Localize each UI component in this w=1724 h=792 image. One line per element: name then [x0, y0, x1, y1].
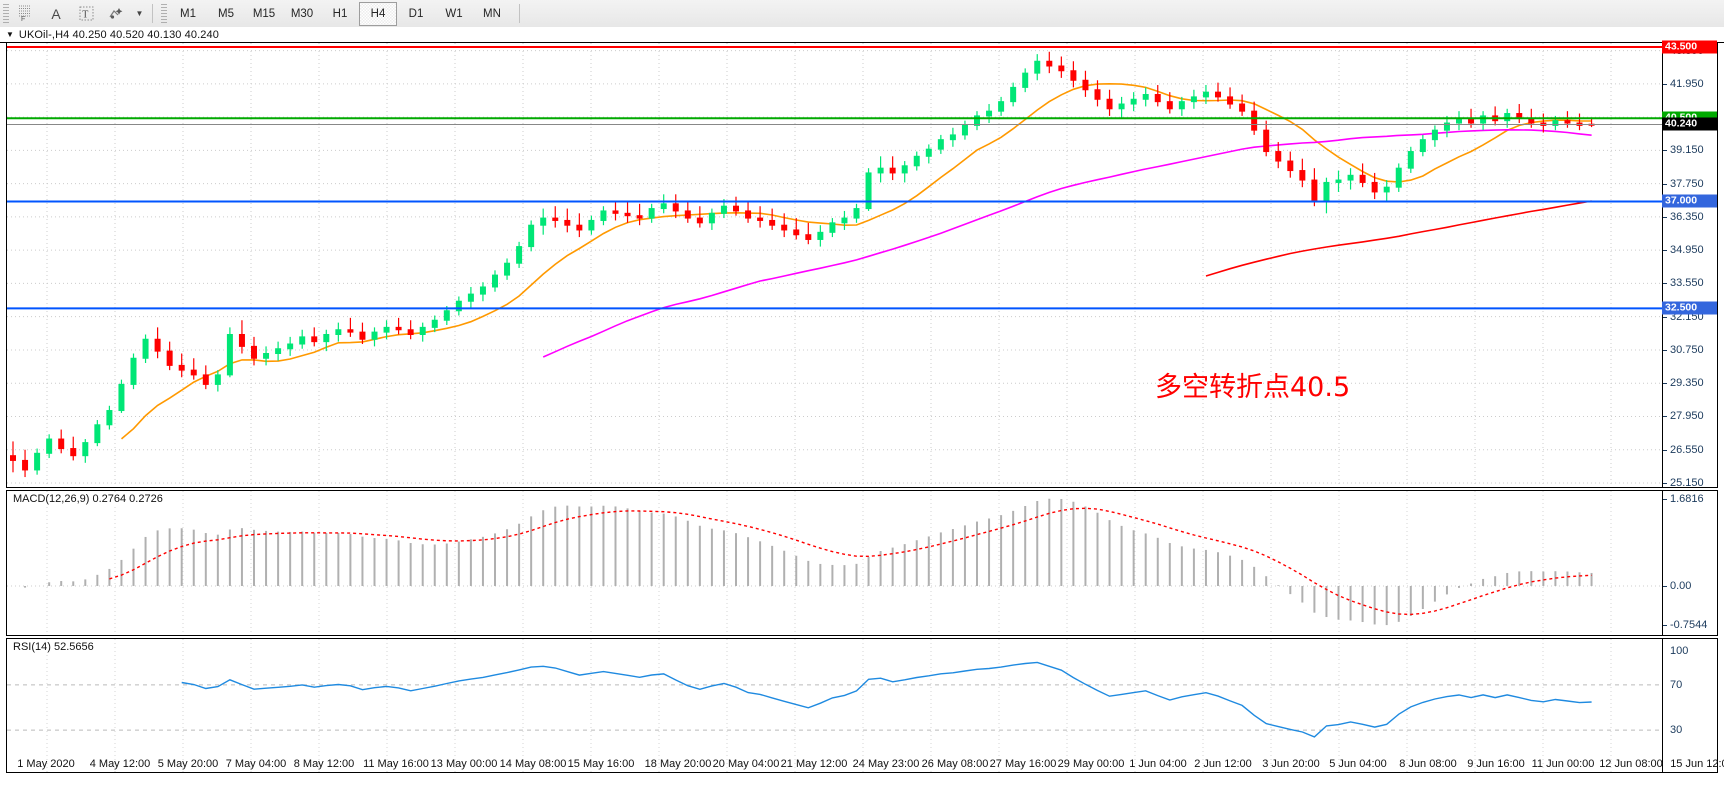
level-43500[interactable]: 43.500: [1662, 40, 1717, 54]
level-32500[interactable]: 32.500: [1662, 301, 1717, 315]
time-axis-label: 18 May 20:00: [644, 758, 712, 770]
time-axis-label: 20 May 04:00: [712, 758, 780, 770]
level-37000[interactable]: 37.000: [1662, 194, 1717, 208]
tf-m1[interactable]: M1: [180, 7, 196, 20]
rsi-tick: 70: [1670, 678, 1683, 691]
macd-pane[interactable]: MACD(12,26,9) 0.2764 0.2726 1.6816 0.00 -0…: [6, 490, 1718, 636]
price-tick: 39.150: [1663, 144, 1704, 156]
time-axis-label: 1 Jun 04:00: [1129, 758, 1187, 770]
price-tick: 36.350: [1663, 211, 1704, 223]
drawing-objects-icon[interactable]: [101, 1, 131, 26]
rsi-pane[interactable]: RSI(14) 52.5656 100 70 30: [6, 638, 1718, 773]
rsi-scale[interactable]: 100 70 30: [1662, 639, 1717, 772]
time-axis-label: 24 May 23:00: [852, 758, 920, 770]
tf-m15[interactable]: M15: [252, 7, 276, 20]
level-40240-bid[interactable]: 40.240: [1662, 117, 1717, 131]
time-axis-label: 4 May 12:00: [89, 758, 151, 770]
svg-text:T: T: [82, 10, 88, 21]
chart-annotation-text: 多空转折点40.5: [1155, 372, 1351, 403]
price-tick: 33.550: [1663, 277, 1704, 289]
rsi-tick: 30: [1670, 724, 1683, 737]
tf-h4[interactable]: H4: [359, 1, 397, 26]
time-axis-label: 2 Jun 12:00: [1194, 758, 1252, 770]
price-tick: 25.150: [1663, 477, 1704, 489]
tf-h1[interactable]: H1: [332, 7, 348, 20]
time-axis-label: 15 Jun 12:00: [1670, 758, 1724, 770]
time-axis-label: 13 May 00:00: [430, 758, 498, 770]
crosshair-f-icon[interactable]: F: [11, 1, 41, 26]
toolbar-divider: [152, 4, 153, 23]
time-axis-label: 7 May 04:00: [225, 758, 287, 770]
rsi-plot-area[interactable]: [7, 639, 1662, 772]
chevron-down-icon: ▼: [135, 9, 144, 18]
time-axis-label: 11 Jun 00:00: [1531, 758, 1595, 770]
toolbar-divider-end: [519, 4, 520, 23]
time-axis-label: 1 May 2020: [17, 758, 75, 770]
price-pane[interactable]: 多空转折点40.5 43.35041.95040.55039.15037.750…: [6, 40, 1718, 489]
price-tick: 34.950: [1663, 244, 1704, 256]
main-toolbar: F A T ▼ M1 M5 M15 M30 H1 H4 D1 W: [0, 0, 1724, 28]
time-axis-label: 9 Jun 16:00: [1467, 758, 1525, 770]
macd-tick: 1.6816: [1663, 493, 1704, 505]
price-chart-svg: [7, 43, 1662, 487]
time-axis-label: 21 May 12:00: [780, 758, 848, 770]
time-axis-label: 3 Jun 20:00: [1262, 758, 1320, 770]
time-axis-label: 27 May 16:00: [989, 758, 1057, 770]
time-axis-label: 14 May 08:00: [499, 758, 567, 770]
price-plot-area[interactable]: 多空转折点40.5: [7, 43, 1662, 487]
time-axis-label: 29 May 00:00: [1057, 758, 1125, 770]
symbol-info-bar: ▼ UKOil-,H4 40.250 40.520 40.130 40.240: [0, 27, 1724, 43]
time-axis-label: 11 May 16:00: [363, 758, 429, 770]
price-tick: 41.950: [1663, 78, 1704, 90]
rsi-chart-svg: [7, 639, 1662, 772]
symbol-ohlc-label: UKOil-,H4 40.250 40.520 40.130 40.240: [18, 28, 219, 41]
time-axis-label: 26 May 08:00: [921, 758, 989, 770]
time-axis-label: 8 Jun 08:00: [1399, 758, 1457, 770]
macd-plot-area[interactable]: [7, 491, 1662, 635]
rsi-label: RSI(14) 52.5656: [11, 641, 96, 653]
time-axis-label: 5 May 20:00: [157, 758, 219, 770]
price-tick: 29.350: [1663, 377, 1704, 389]
svg-text:F: F: [21, 16, 25, 22]
macd-tick: 0.00: [1663, 580, 1691, 592]
macd-chart-svg: [7, 491, 1662, 635]
time-axis-label: 8 May 12:00: [293, 758, 355, 770]
collapse-chart-icon[interactable]: ▼: [6, 29, 14, 39]
chart-frame: 多空转折点40.5 43.35041.95040.55039.15037.750…: [6, 40, 1718, 792]
timeframe-grip[interactable]: [161, 3, 167, 24]
price-scale[interactable]: 43.35041.95040.55039.15037.75036.35034.9…: [1662, 40, 1717, 489]
macd-scale[interactable]: 1.6816 0.00 -0.7544: [1662, 491, 1717, 635]
time-axis-label: 12 Jun 08:00: [1599, 758, 1663, 770]
macd-tick: -0.7544: [1663, 619, 1707, 631]
time-axis-label: 15 May 16:00: [567, 758, 635, 770]
price-tick: 27.950: [1663, 410, 1704, 422]
tf-m5[interactable]: M5: [218, 7, 234, 20]
tf-m30[interactable]: M30: [290, 7, 314, 20]
price-tick: 37.750: [1663, 178, 1704, 190]
rsi-tick: 100: [1670, 645, 1689, 657]
macd-label: MACD(12,26,9) 0.2764 0.2726: [11, 493, 165, 505]
tf-mn[interactable]: MN: [483, 7, 501, 20]
objects-dropdown-caret[interactable]: ▼: [131, 1, 147, 26]
text-object-icon[interactable]: T: [71, 1, 101, 26]
time-axis-label: 5 Jun 04:00: [1329, 758, 1387, 770]
price-tick: 30.750: [1663, 344, 1704, 356]
tf-w1[interactable]: W1: [445, 7, 463, 20]
text-label-icon[interactable]: A: [51, 5, 61, 22]
time-axis[interactable]: 1 May 2020 4 May 12:00 5 May 20:00 7 May 04…: [6, 758, 1724, 776]
tf-d1[interactable]: D1: [408, 7, 424, 20]
toolbar-grip[interactable]: [3, 3, 9, 24]
price-tick: 26.550: [1663, 444, 1704, 456]
